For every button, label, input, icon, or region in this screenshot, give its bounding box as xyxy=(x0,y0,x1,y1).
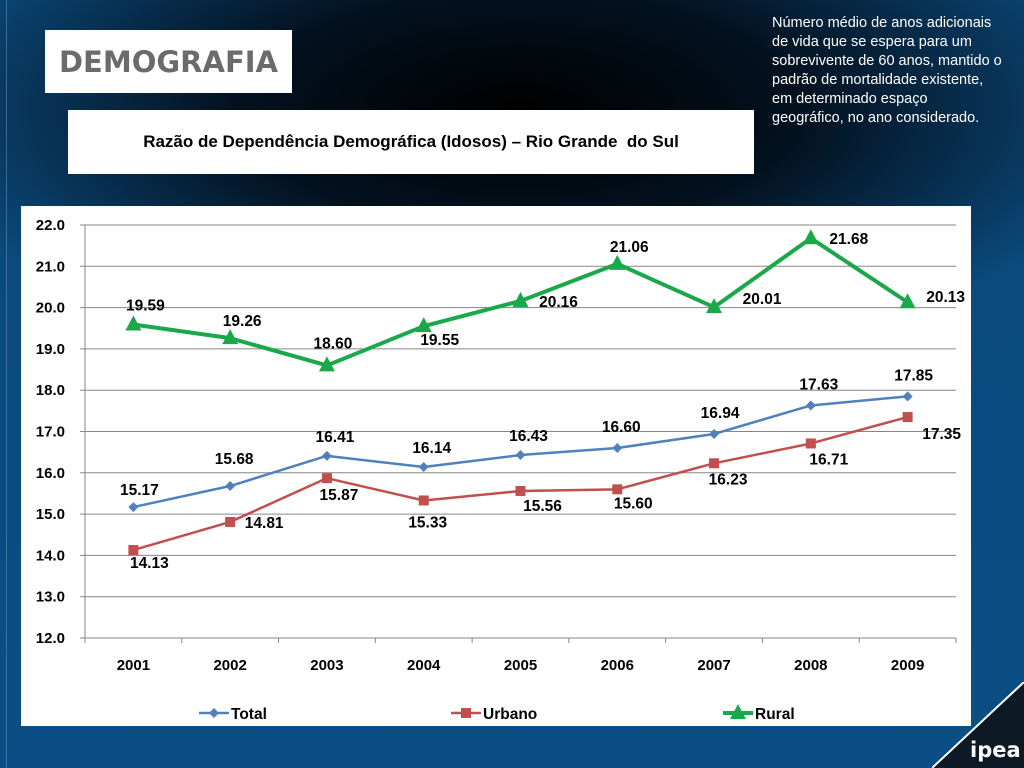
y-tick-label: 14.0 xyxy=(36,547,65,564)
data-label-urbano: 15.56 xyxy=(523,498,562,515)
data-point-rural xyxy=(222,329,239,345)
data-label-total: 16.14 xyxy=(412,440,451,457)
y-tick-label: 12.0 xyxy=(36,630,65,647)
x-tick-label: 2006 xyxy=(601,657,634,674)
data-label-rural: 20.16 xyxy=(539,294,578,311)
data-point-total xyxy=(128,502,139,513)
legend-label-rural: Rural xyxy=(755,706,795,723)
chart-title-box: Razão de Dependência Demográfica (Idosos… xyxy=(68,110,754,174)
data-point-rural xyxy=(802,229,819,245)
data-label-rural: 20.13 xyxy=(926,289,965,306)
data-label-total: 16.43 xyxy=(509,428,548,445)
data-point-total xyxy=(321,450,332,461)
data-label-urbano: 16.71 xyxy=(809,451,848,468)
data-point-total xyxy=(515,450,526,461)
data-point-total xyxy=(225,481,236,492)
data-point-urbano xyxy=(709,458,720,469)
data-label-total: 16.94 xyxy=(701,405,740,422)
definition-note: Número médio de anos adicionais de vida … xyxy=(772,15,1002,126)
data-point-urbano xyxy=(225,516,236,527)
x-tick-label: 2002 xyxy=(213,657,246,674)
data-label-total: 15.68 xyxy=(215,451,254,468)
y-tick-label: 15.0 xyxy=(36,506,65,523)
y-tick-label: 13.0 xyxy=(36,589,65,606)
corner-decoration xyxy=(932,682,1024,768)
data-point-rural xyxy=(706,298,723,314)
data-point-rural xyxy=(125,315,142,331)
data-point-total xyxy=(418,462,429,473)
y-tick-label: 16.0 xyxy=(36,465,65,482)
data-label-urbano: 15.60 xyxy=(614,495,653,512)
data-label-rural: 21.68 xyxy=(829,231,868,248)
data-point-urbano xyxy=(128,545,139,556)
y-tick-label: 19.0 xyxy=(36,341,65,358)
data-label-rural: 19.59 xyxy=(126,298,165,315)
x-tick-label: 2007 xyxy=(697,657,730,674)
data-label-rural: 19.26 xyxy=(223,313,262,330)
section-logo: DEMOGRAFIA xyxy=(45,30,292,93)
data-point-rural xyxy=(415,317,432,333)
legend-marker-total xyxy=(209,708,219,718)
data-label-rural: 18.60 xyxy=(314,335,353,352)
data-point-rural xyxy=(899,293,916,309)
data-label-total: 15.17 xyxy=(120,482,159,499)
legend-marker-rural xyxy=(730,704,746,719)
data-label-total: 16.60 xyxy=(602,419,641,436)
y-tick-label: 21.0 xyxy=(36,258,65,275)
data-point-rural xyxy=(318,356,335,372)
chart-area: 22.0 21.0 20.0 19.0 18.0 17.0 16.0 15.0 14.0 13.0… xyxy=(21,206,971,726)
x-tick-label: 2001 xyxy=(117,657,150,674)
data-point-rural xyxy=(512,291,529,307)
ipea-logo: ipea xyxy=(970,738,1021,762)
data-label-rural: 19.55 xyxy=(420,332,459,349)
data-point-urbano xyxy=(902,412,913,423)
legend-label-urbano: Urbano xyxy=(483,706,537,723)
data-point-urbano xyxy=(612,484,623,495)
data-label-urbano: 17.35 xyxy=(922,426,961,443)
data-label-urbano: 14.81 xyxy=(245,515,284,532)
y-tick-label: 17.0 xyxy=(36,424,65,441)
x-tick-label: 2004 xyxy=(407,657,441,674)
data-point-total xyxy=(805,400,816,411)
data-label-urbano: 16.23 xyxy=(709,471,748,488)
data-point-total xyxy=(709,428,720,439)
data-label-rural: 20.01 xyxy=(743,291,782,308)
y-tick-label: 20.0 xyxy=(36,300,65,317)
data-point-urbano xyxy=(418,495,429,506)
data-label-total: 17.85 xyxy=(894,367,933,384)
data-point-urbano xyxy=(321,473,332,484)
legend-label-total: Total xyxy=(231,706,267,723)
x-tick-label: 2003 xyxy=(310,657,343,674)
data-point-rural xyxy=(609,254,626,270)
x-tick-label: 2008 xyxy=(794,657,827,674)
chart-title: Razão de Dependência Demográfica (Idosos… xyxy=(143,132,679,151)
section-logo-text: DEMOGRAFIA xyxy=(58,44,278,79)
x-tick-label: 2005 xyxy=(504,657,537,674)
x-tick-label: 2009 xyxy=(891,657,924,674)
y-tick-label: 18.0 xyxy=(36,382,65,399)
data-label-total: 16.41 xyxy=(316,429,355,446)
data-label-urbano: 15.33 xyxy=(408,514,447,531)
data-label-urbano: 14.13 xyxy=(130,555,169,572)
data-label-rural: 21.06 xyxy=(610,239,649,256)
data-point-total xyxy=(612,443,623,454)
data-point-urbano xyxy=(515,485,526,496)
legend-marker-urbano xyxy=(461,708,471,718)
data-label-total: 17.63 xyxy=(799,376,838,393)
data-point-total xyxy=(902,391,913,402)
frame-line xyxy=(6,0,7,768)
y-tick-label: 22.0 xyxy=(36,217,65,234)
data-point-urbano xyxy=(805,438,816,449)
line-chart: 22.0 21.0 20.0 19.0 18.0 17.0 16.0 15.0 14.0 13.0… xyxy=(36,217,966,723)
data-label-urbano: 15.87 xyxy=(320,487,359,504)
